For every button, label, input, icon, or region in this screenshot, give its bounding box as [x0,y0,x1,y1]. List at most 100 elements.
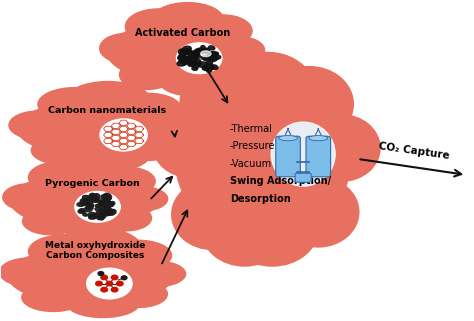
Ellipse shape [182,49,191,54]
Ellipse shape [184,50,190,55]
Circle shape [87,268,132,299]
Ellipse shape [189,56,195,62]
Ellipse shape [82,199,87,201]
Ellipse shape [137,114,195,140]
Ellipse shape [187,56,194,61]
Ellipse shape [100,215,106,218]
Ellipse shape [109,209,114,213]
Ellipse shape [23,208,78,235]
Ellipse shape [100,207,110,213]
Ellipse shape [96,211,101,214]
Ellipse shape [77,202,85,206]
Ellipse shape [104,201,113,207]
Ellipse shape [202,48,210,53]
Ellipse shape [182,46,191,52]
FancyBboxPatch shape [276,136,301,177]
Ellipse shape [62,212,128,240]
Ellipse shape [206,60,213,65]
Ellipse shape [198,62,208,67]
Circle shape [101,275,108,280]
Ellipse shape [109,281,167,308]
Ellipse shape [87,196,92,199]
Ellipse shape [203,57,208,61]
Ellipse shape [84,206,93,212]
Ellipse shape [8,247,173,304]
Circle shape [117,281,123,286]
Ellipse shape [191,60,196,63]
Ellipse shape [273,123,334,185]
Ellipse shape [179,60,182,63]
Ellipse shape [22,283,85,311]
Ellipse shape [104,204,110,210]
Ellipse shape [309,135,328,141]
Ellipse shape [99,209,107,213]
Ellipse shape [194,62,201,65]
Ellipse shape [88,212,97,219]
Ellipse shape [95,207,101,210]
Ellipse shape [86,205,91,209]
Ellipse shape [207,56,214,60]
Ellipse shape [177,61,186,66]
Ellipse shape [278,177,359,247]
Ellipse shape [57,229,140,264]
Circle shape [100,119,147,151]
Ellipse shape [107,209,113,213]
Ellipse shape [0,258,57,286]
Ellipse shape [271,122,335,186]
Circle shape [176,43,222,74]
Ellipse shape [213,37,264,64]
Ellipse shape [90,193,97,200]
Ellipse shape [103,193,111,200]
Ellipse shape [107,22,254,82]
Ellipse shape [99,201,103,204]
Ellipse shape [201,51,211,56]
Ellipse shape [31,136,94,164]
Text: Pyrogenic Carbon: Pyrogenic Carbon [46,179,140,188]
Ellipse shape [83,213,88,216]
Ellipse shape [107,212,112,215]
Ellipse shape [188,51,195,57]
Ellipse shape [194,51,201,55]
Text: -Thermal: -Thermal [230,124,273,134]
Ellipse shape [102,200,110,207]
Ellipse shape [107,208,112,213]
Ellipse shape [90,197,100,202]
Ellipse shape [125,9,191,44]
Ellipse shape [119,60,175,90]
Ellipse shape [103,210,111,216]
Ellipse shape [87,204,94,209]
Ellipse shape [28,235,103,268]
Ellipse shape [17,100,182,157]
Ellipse shape [188,62,196,66]
Ellipse shape [97,215,105,220]
Ellipse shape [192,50,201,56]
Ellipse shape [206,68,212,73]
Ellipse shape [153,111,226,177]
Ellipse shape [38,88,112,121]
Ellipse shape [91,195,96,199]
Ellipse shape [28,161,94,194]
Ellipse shape [94,198,98,202]
Ellipse shape [183,57,193,62]
Ellipse shape [188,62,193,65]
Ellipse shape [116,187,168,211]
Ellipse shape [95,204,101,207]
Text: CO₂ Capture: CO₂ Capture [378,141,450,161]
Text: Activated Carbon: Activated Carbon [135,29,230,39]
Ellipse shape [208,56,217,62]
Ellipse shape [109,202,115,206]
Ellipse shape [180,53,183,56]
Ellipse shape [85,202,90,205]
Ellipse shape [209,66,214,70]
Ellipse shape [78,209,84,213]
Ellipse shape [211,57,218,61]
Ellipse shape [192,67,198,70]
Ellipse shape [226,191,318,266]
Ellipse shape [190,51,194,54]
Ellipse shape [89,215,94,219]
Ellipse shape [158,64,224,96]
Ellipse shape [211,65,218,69]
Ellipse shape [194,48,202,54]
Ellipse shape [183,60,188,64]
Ellipse shape [206,64,214,70]
